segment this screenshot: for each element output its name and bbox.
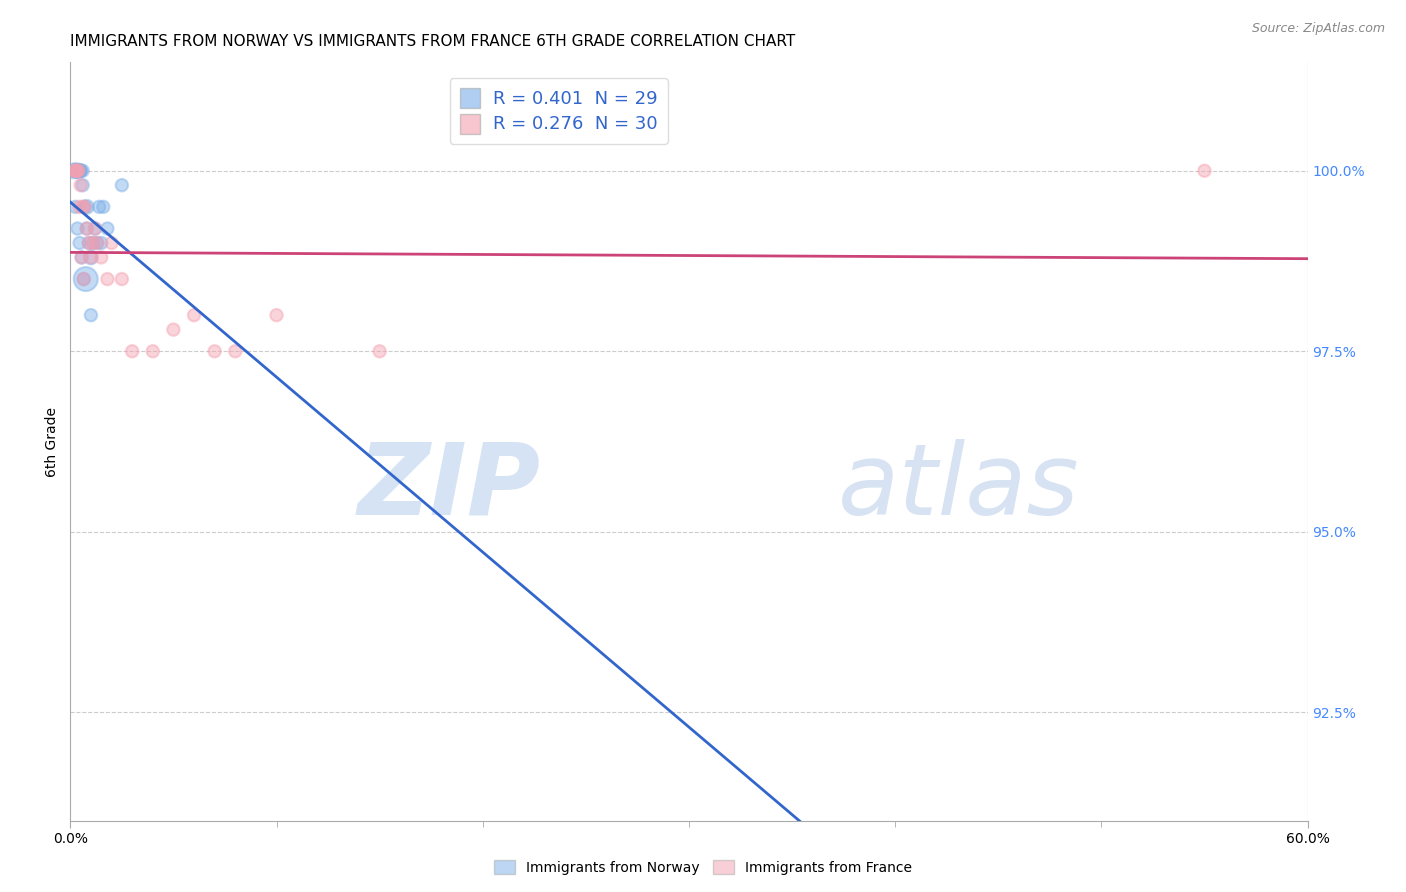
Point — [63, 163, 86, 178]
Point — [63, 163, 86, 178]
Point — [72, 163, 94, 178]
Point — [75, 272, 97, 286]
Point — [162, 323, 184, 337]
Point — [224, 344, 246, 359]
Point — [73, 200, 96, 214]
Point — [69, 163, 91, 178]
Point — [69, 178, 91, 193]
Legend: Immigrants from Norway, Immigrants from France: Immigrants from Norway, Immigrants from … — [488, 855, 918, 880]
Point — [77, 235, 100, 250]
Point — [96, 221, 118, 235]
Point — [111, 272, 134, 286]
Point — [73, 200, 96, 214]
Point — [183, 308, 205, 322]
Point — [121, 344, 143, 359]
Text: IMMIGRANTS FROM NORWAY VS IMMIGRANTS FROM FRANCE 6TH GRADE CORRELATION CHART: IMMIGRANTS FROM NORWAY VS IMMIGRANTS FRO… — [70, 34, 796, 49]
Point — [82, 235, 104, 250]
Point — [72, 178, 94, 193]
Point — [66, 221, 89, 235]
Point — [100, 235, 122, 250]
Point — [67, 163, 90, 178]
Legend: R = 0.401  N = 29, R = 0.276  N = 30: R = 0.401 N = 29, R = 0.276 N = 30 — [450, 78, 668, 144]
Point — [90, 235, 112, 250]
Point — [90, 251, 112, 265]
Point — [65, 163, 87, 178]
Point — [204, 344, 226, 359]
Point — [142, 344, 165, 359]
Text: atlas: atlas — [838, 439, 1078, 535]
Point — [89, 200, 111, 214]
Point — [65, 163, 87, 178]
Point — [72, 200, 94, 214]
Point — [65, 163, 87, 178]
Point — [69, 200, 91, 214]
Text: Source: ZipAtlas.com: Source: ZipAtlas.com — [1251, 22, 1385, 36]
Point — [73, 272, 96, 286]
Point — [76, 200, 98, 214]
Point — [67, 163, 90, 178]
Point — [69, 235, 91, 250]
Text: ZIP: ZIP — [357, 439, 540, 535]
Point — [86, 235, 108, 250]
Point — [76, 221, 98, 235]
Point — [80, 251, 103, 265]
Point — [84, 221, 107, 235]
Point — [80, 251, 103, 265]
Point — [368, 344, 391, 359]
Point — [86, 235, 108, 250]
Point — [70, 251, 93, 265]
Point — [65, 163, 87, 178]
Point — [77, 235, 100, 250]
Point — [96, 272, 118, 286]
Point — [82, 235, 104, 250]
Point — [84, 221, 107, 235]
Point — [67, 163, 90, 178]
Point — [76, 221, 98, 235]
Point — [111, 178, 134, 193]
Point — [69, 163, 91, 178]
Y-axis label: 6th Grade: 6th Grade — [45, 407, 59, 476]
Point — [65, 200, 87, 214]
Point — [73, 272, 96, 286]
Point — [91, 200, 114, 214]
Point — [66, 163, 89, 178]
Point — [266, 308, 288, 322]
Point — [1194, 163, 1216, 178]
Point — [70, 251, 93, 265]
Point — [80, 308, 103, 322]
